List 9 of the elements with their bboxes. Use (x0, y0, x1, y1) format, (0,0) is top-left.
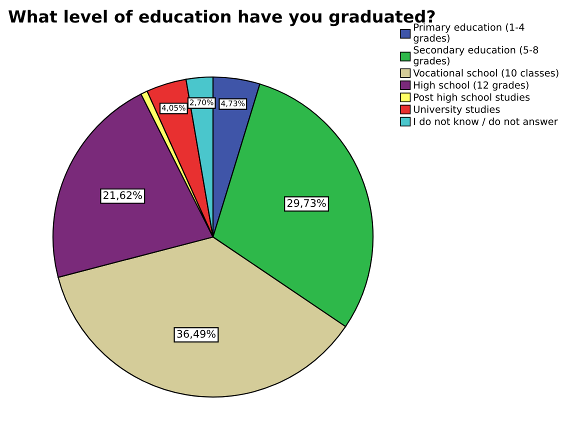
legend-label: I do not know / do not answer (414, 118, 558, 126)
data-label: 21,62% (104, 191, 142, 200)
legend-label: University studies (414, 105, 500, 115)
legend-label: Secondary education (5-8 grades) (414, 46, 538, 66)
legend-label: Vocational school (10 classes) (413, 69, 558, 78)
legend-label: Post high school studies (414, 93, 530, 103)
legend-label: High school (12 grades) (414, 81, 528, 91)
data-label: 29,73% (287, 199, 326, 208)
data-label: 36,49% (177, 330, 216, 339)
